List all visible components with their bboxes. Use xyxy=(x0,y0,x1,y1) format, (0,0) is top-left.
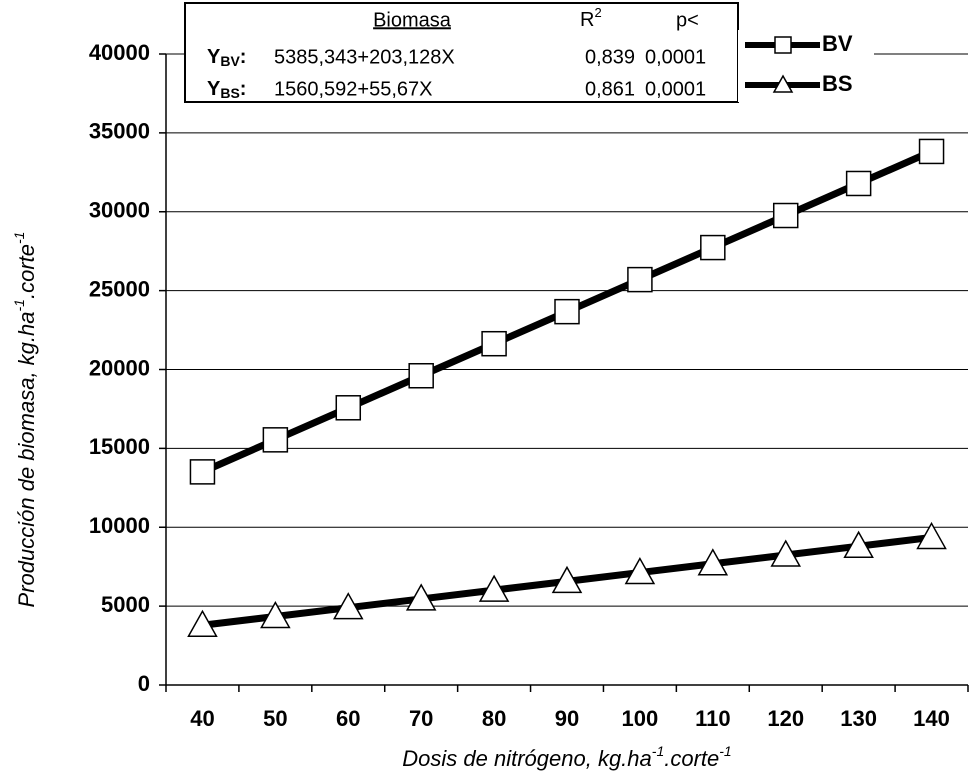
legend-label: BS xyxy=(822,71,853,96)
marker xyxy=(772,202,799,229)
marker xyxy=(624,557,656,585)
y-tick-label: 20000 xyxy=(89,355,150,380)
marker xyxy=(189,459,216,485)
y-tick-label: 0 xyxy=(138,671,150,696)
y-tick-label: 35000 xyxy=(89,119,150,144)
table-header: R2 xyxy=(580,5,602,31)
label-text: Producción de biomasa, kg.ha xyxy=(14,311,39,607)
row-p: 0,0001 xyxy=(645,46,706,68)
x-tick-label: 80 xyxy=(482,706,506,731)
x-tick-label: 60 xyxy=(336,706,360,731)
marker xyxy=(697,548,729,576)
x-tick-label: 100 xyxy=(622,706,659,731)
marker xyxy=(845,170,872,197)
y-tick-label: 5000 xyxy=(101,592,150,617)
row-label: YBV: xyxy=(207,46,246,68)
x-tick-label: 70 xyxy=(409,706,433,731)
row-r2: 0,839 xyxy=(585,46,635,68)
marker xyxy=(262,427,289,453)
marker xyxy=(918,138,945,165)
y-tick-label: 10000 xyxy=(89,513,150,538)
row-label: YBS: xyxy=(207,78,246,100)
label-text: .corte xyxy=(14,244,39,299)
row-equation: 1560,592+55,67X xyxy=(274,78,433,100)
marker xyxy=(187,609,218,638)
marker xyxy=(700,234,726,261)
legend-label: BV xyxy=(822,31,853,56)
marker xyxy=(335,395,362,421)
marker xyxy=(481,330,507,357)
label-superscript: -1 xyxy=(11,299,27,311)
y-tick-label: 40000 xyxy=(89,40,150,65)
marker xyxy=(554,298,580,325)
y-tick-label: 15000 xyxy=(89,434,150,459)
legend-marker xyxy=(772,74,794,93)
x-tick-label: 140 xyxy=(913,706,950,731)
x-tick-label: 130 xyxy=(840,706,877,731)
label-superscript: -1 xyxy=(11,232,27,244)
header-text: R xyxy=(580,9,594,31)
row-colon: : xyxy=(240,78,247,100)
label-superscript: -1 xyxy=(719,743,731,759)
label-text: .corte xyxy=(664,746,719,771)
x-tick-label: 110 xyxy=(695,706,731,731)
annotation-box xyxy=(184,2,739,103)
x-tick-label: 120 xyxy=(767,706,804,731)
table-header: p< xyxy=(676,9,699,31)
x-tick-label: 90 xyxy=(555,706,579,731)
row-subscript: BV xyxy=(220,53,240,69)
row-p: 0,0001 xyxy=(645,78,706,100)
row-r2: 0,861 xyxy=(585,78,635,100)
legend-box xyxy=(738,30,874,102)
marker xyxy=(478,574,510,602)
y-axis-label: Producción de biomasa, kg.ha-1.corte-1 xyxy=(11,232,39,608)
label-text: Dosis de nitrógeno, kg.ha xyxy=(402,746,652,771)
marker xyxy=(843,530,874,558)
marker xyxy=(551,565,583,594)
x-axis-label: Dosis de nitrógeno, kg.ha-1.corte-1 xyxy=(402,743,731,771)
y-tick-label: 25000 xyxy=(89,276,150,301)
marker xyxy=(260,600,291,629)
row-colon: : xyxy=(240,46,247,68)
x-tick-label: 50 xyxy=(263,706,287,731)
marker xyxy=(405,583,437,611)
marker xyxy=(770,539,802,567)
marker xyxy=(332,592,364,620)
x-tick-label: 40 xyxy=(190,706,214,731)
marker xyxy=(408,362,434,389)
marker xyxy=(916,521,947,550)
label-superscript: -1 xyxy=(652,743,664,759)
table-header: Biomasa xyxy=(373,9,452,31)
row-equation: 5385,343+203,128X xyxy=(274,46,455,68)
legend-marker xyxy=(774,36,792,54)
y-tick-label: 30000 xyxy=(89,198,150,223)
row-symbol: Y xyxy=(207,78,221,100)
row-symbol: Y xyxy=(207,46,221,68)
header-superscript: 2 xyxy=(594,5,601,20)
row-subscript: BS xyxy=(220,85,239,101)
marker xyxy=(627,266,653,293)
